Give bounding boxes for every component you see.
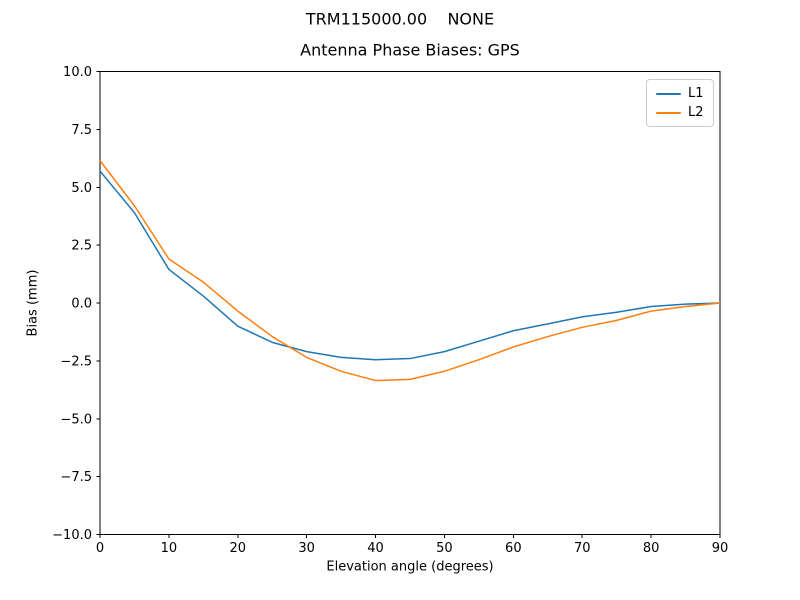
- y-tick-label: 0.0: [71, 297, 92, 312]
- x-tick-label: 60: [505, 541, 522, 556]
- legend-label: L1: [688, 86, 704, 101]
- x-tick-label: 80: [643, 541, 660, 556]
- legend-line-swatch-L1: [656, 92, 681, 95]
- legend-line-swatch-L2: [656, 111, 681, 114]
- axes-title: Antenna Phase Biases: GPS: [300, 40, 520, 60]
- y-tick-label: 2.5: [71, 239, 92, 254]
- y-tick-label: −2.5: [60, 354, 92, 369]
- y-tick-label: −10.0: [52, 528, 92, 543]
- x-tick-label: 50: [436, 541, 453, 556]
- x-tick-label: 30: [298, 541, 315, 556]
- y-tick-label: 7.5: [71, 123, 92, 138]
- legend-entry-L1: L1: [656, 84, 704, 103]
- x-tick-label: 20: [230, 541, 247, 556]
- y-tick-label: 5.0: [71, 181, 92, 196]
- series-line-L1: [99, 170, 721, 361]
- x-tick-label: 0: [96, 541, 104, 556]
- x-tick-label: 40: [367, 541, 384, 556]
- legend-label: L2: [688, 105, 704, 120]
- legend: L1 L2: [646, 79, 714, 127]
- y-axis-label: Bias (mm): [25, 269, 41, 337]
- y-tick-label: −5.0: [60, 412, 92, 427]
- y-tick-label: −7.5: [60, 470, 92, 485]
- series-line-L2: [99, 160, 721, 382]
- axes-spines: [99, 71, 721, 535]
- x-axis-label: Elevation angle (degrees): [326, 559, 494, 575]
- y-tick-label: 10.0: [63, 65, 92, 80]
- legend-entry-L2: L2: [656, 103, 704, 122]
- x-tick-label: 90: [712, 541, 729, 556]
- x-tick-label: 70: [574, 541, 591, 556]
- x-tick-label: 10: [161, 541, 178, 556]
- figure-suptitle: TRM115000.00 NONE: [305, 9, 495, 29]
